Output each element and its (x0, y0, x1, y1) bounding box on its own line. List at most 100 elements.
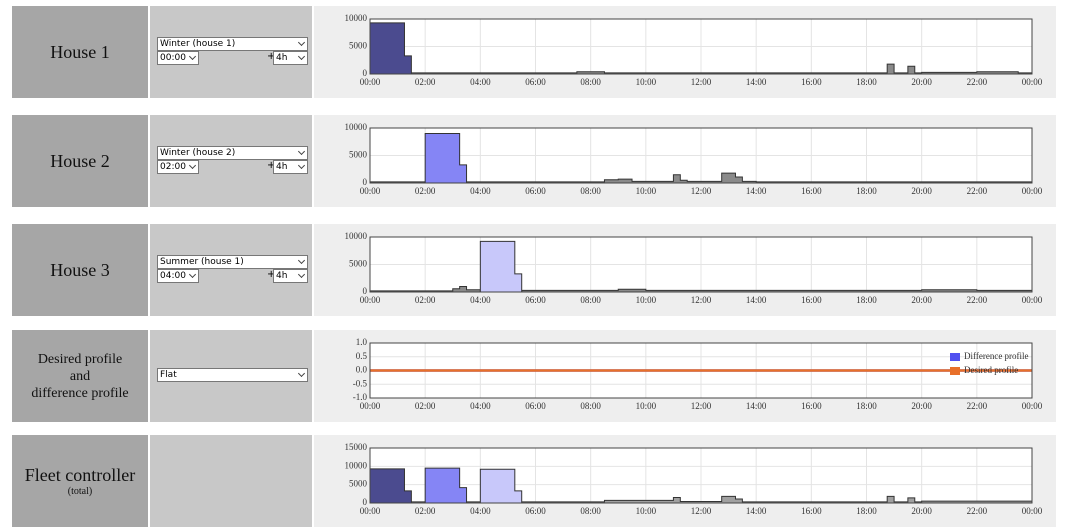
duration-select[interactable]: 4h (273, 51, 308, 65)
x-tick-label: 08:00 (580, 295, 601, 305)
y-tick-label: 10000 (345, 122, 368, 132)
profile-select[interactable]: Summer (house 1) (157, 255, 308, 269)
y-tick-label: 5000 (349, 150, 368, 160)
label-text: House 3 (50, 259, 110, 280)
y-tick-label: 0.0 (356, 365, 368, 375)
row: Desired profile and difference profile Flat… (12, 330, 1056, 422)
profile-select[interactable]: Winter (house 1) (157, 37, 308, 51)
row: Fleet controller (total) 0 5000 10000 15000 00… (12, 435, 1056, 527)
x-tick-label: 14:00 (746, 295, 767, 305)
row-label: Desired profile and difference profile (12, 330, 148, 422)
x-tick-label: 04:00 (470, 295, 491, 305)
legend-label: Difference profile (964, 351, 1029, 361)
chart-cell: 0 5000 10000 00:00 02:00 04:00 06:00 08:00 10:00… (314, 115, 1056, 207)
x-tick-label: 22:00 (967, 506, 988, 516)
x-tick-label: 04:00 (470, 77, 491, 87)
x-tick-label: 02:00 (415, 295, 436, 305)
label-text: House 1 (50, 41, 110, 62)
x-tick-label: 14:00 (746, 186, 767, 196)
chart: -1.0 -0.5 0.0 0.5 1.0 00:00 02:00 04:00 06:00 08:… (353, 337, 1043, 411)
x-tick-label: 12:00 (691, 401, 712, 411)
x-tick-label: 00:00 (1022, 401, 1043, 411)
y-tick-label: -1.0 (353, 392, 368, 402)
y-tick-label: 5000 (349, 41, 368, 51)
x-tick-label: 02:00 (415, 77, 436, 87)
plot-border (369, 18, 1033, 75)
y-tick-label: 0 (363, 286, 368, 296)
profile-select[interactable]: Flat (157, 368, 308, 382)
sub-label: (total) (67, 486, 93, 497)
y-tick-label: 0 (363, 177, 368, 187)
plot-border (369, 342, 1033, 399)
y-tick-label: 0.5 (356, 351, 368, 361)
label-line: difference profile (31, 385, 129, 401)
x-tick-label: 04:00 (470, 401, 491, 411)
profile-select[interactable]: Winter (house 2) (157, 146, 308, 160)
x-tick-label: 10:00 (636, 186, 657, 196)
y-tick-label: 10000 (345, 231, 368, 241)
duration-select[interactable]: 4h (273, 160, 308, 174)
y-tick-label: 15000 (345, 442, 368, 452)
row-label: House 3 (12, 224, 148, 316)
x-tick-label: 12:00 (691, 77, 712, 87)
x-tick-label: 00:00 (360, 295, 381, 305)
x-tick-label: 12:00 (691, 506, 712, 516)
start-select[interactable]: 00:00 (157, 51, 199, 65)
x-tick-label: 04:00 (470, 506, 491, 516)
x-tick-label: 16:00 (801, 506, 822, 516)
label-line: Desired profile (37, 351, 123, 367)
x-tick-label: 18:00 (856, 295, 877, 305)
controls: Winter (house 1) 00:00 +4h (150, 6, 312, 98)
x-tick-label: 08:00 (580, 77, 601, 87)
x-tick-label: 10:00 (636, 77, 657, 87)
duration-select[interactable]: 4h (273, 269, 308, 283)
x-tick-label: 04:00 (470, 186, 491, 196)
start-select[interactable]: 02:00 (157, 160, 199, 174)
plot-border (369, 447, 1033, 504)
row-label: House 1 (12, 6, 148, 98)
x-tick-label: 02:00 (415, 186, 436, 196)
legend-swatch (950, 353, 960, 361)
x-tick-label: 20:00 (911, 77, 932, 87)
label-text: House 2 (50, 150, 110, 171)
x-tick-label: 06:00 (525, 401, 546, 411)
x-tick-label: 06:00 (525, 506, 546, 516)
x-tick-label: 20:00 (911, 401, 932, 411)
x-tick-label: 20:00 (911, 506, 932, 516)
start-select[interactable]: 04:00 (157, 269, 199, 283)
x-tick-label: 18:00 (856, 506, 877, 516)
x-tick-label: 16:00 (801, 186, 822, 196)
controls: Summer (house 1) 04:00 +4h (150, 224, 312, 316)
legend-label: Desired profile (964, 365, 1018, 375)
x-tick-label: 06:00 (525, 186, 546, 196)
x-tick-label: 18:00 (856, 186, 877, 196)
area (369, 63, 1033, 74)
x-tick-label: 16:00 (801, 295, 822, 305)
chart: 0 5000 10000 00:00 02:00 04:00 06:00 08:00 10:00… (345, 122, 1043, 196)
label-line: and (69, 368, 91, 384)
chart: 0 5000 10000 00:00 02:00 04:00 06:00 08:00 10:00… (345, 13, 1043, 87)
x-tick-label: 16:00 (801, 401, 822, 411)
label-text: Fleet controller (24, 465, 136, 485)
y-tick-label: 10000 (345, 460, 368, 470)
chart-cell: 0 5000 10000 15000 00:00 02:00 04:00 06:00 08:00… (314, 435, 1056, 527)
x-tick-label: 02:00 (415, 401, 436, 411)
chart-cell: 0 5000 10000 00:00 02:00 04:00 06:00 08:00 10:00… (314, 224, 1056, 316)
plus: + (267, 51, 276, 62)
x-tick-label: 08:00 (580, 506, 601, 516)
chart: 0 5000 10000 15000 00:00 02:00 04:00 06:00 08:00… (345, 442, 1043, 516)
controls (150, 435, 312, 527)
row-label: Fleet controller (total) (12, 435, 148, 527)
x-tick-label: 06:00 (525, 77, 546, 87)
x-tick-label: 08:00 (580, 401, 601, 411)
plus: + (267, 160, 276, 171)
x-tick-label: 06:00 (525, 295, 546, 305)
chart: 0 5000 10000 00:00 02:00 04:00 06:00 08:00 10:00… (345, 231, 1043, 305)
x-tick-label: 00:00 (360, 401, 381, 411)
y-tick-label: -0.5 (353, 378, 368, 388)
x-tick-label: 20:00 (911, 295, 932, 305)
row: House 2 Winter (house 2) 02:00 +4h 0 5000 1000… (12, 115, 1056, 207)
y-tick-label: 0 (363, 497, 368, 507)
x-tick-label: 00:00 (1022, 186, 1043, 196)
